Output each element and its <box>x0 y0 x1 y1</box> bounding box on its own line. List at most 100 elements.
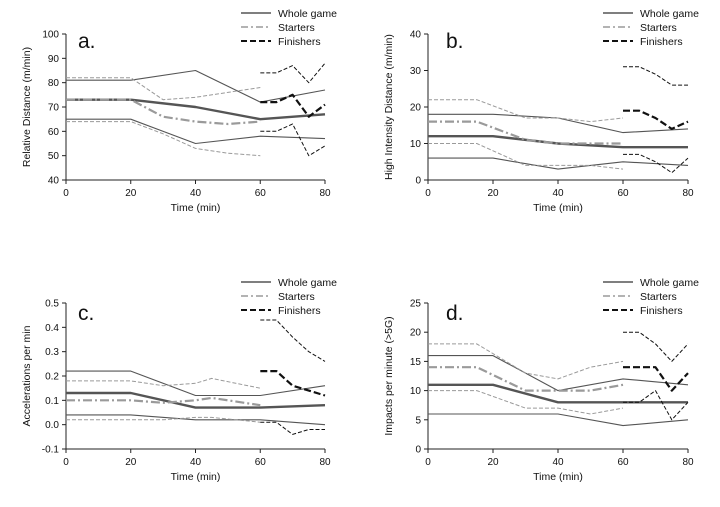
legend-label: Starters <box>640 22 677 34</box>
y-tick-label: 40 <box>410 30 422 41</box>
x-tick-label: 60 <box>255 457 267 468</box>
y-tick-label: 0.5 <box>45 299 59 310</box>
series-line-starters-mean <box>66 396 261 407</box>
series-line-finishers-lower <box>260 123 326 157</box>
y-tick-label: 60 <box>48 127 60 138</box>
series-line-finishers-upper <box>260 62 326 84</box>
series-line-whole-game-lower <box>66 118 326 145</box>
y-tick-label: 0.3 <box>45 347 59 358</box>
x-tick-label: 20 <box>125 188 137 199</box>
series-line-starters-upper <box>428 343 624 380</box>
series-line-starters-lower <box>66 416 261 423</box>
x-tick-label: 0 <box>63 188 69 199</box>
x-axis-label: Time (min) <box>533 471 583 483</box>
series-line-finishers-mean <box>623 109 689 130</box>
y-tick-label: 50 <box>48 151 60 162</box>
x-tick-label: 0 <box>63 457 69 468</box>
x-tick-label: 20 <box>487 188 499 199</box>
y-tick-label: 40 <box>48 176 60 187</box>
panel-letter: d. <box>446 302 464 325</box>
x-tick-label: 80 <box>682 188 694 199</box>
legend-label: Starters <box>278 22 315 34</box>
y-tick-label: 0.2 <box>45 372 59 383</box>
series-line-finishers-mean <box>260 370 326 397</box>
y-tick-label: 80 <box>48 78 60 89</box>
y-tick-label: 15 <box>410 357 422 368</box>
series-line-starters-mean <box>428 366 624 392</box>
y-tick-label: 20 <box>410 328 422 339</box>
legend: Whole game Starters Finishers <box>603 277 699 317</box>
series-line-finishers-upper <box>260 319 326 362</box>
legend-label: Whole game <box>640 277 699 289</box>
legend-label: Finishers <box>640 36 683 48</box>
x-tick-label: 0 <box>425 457 431 468</box>
panel-d: 0 5 10 15 20 25 0 20 40 60 80 Time (min) Impacts per… <box>383 277 699 483</box>
series-line-starters-mean <box>428 120 623 145</box>
y-tick-label: 100 <box>42 30 59 41</box>
legend-label: Starters <box>640 291 677 303</box>
series-line-starters-mean <box>66 98 261 126</box>
y-axis-label: High Intensity Distance (m/min) <box>383 34 395 180</box>
x-axis-label: Time (min) <box>171 471 221 483</box>
x-tick-label: 40 <box>190 457 202 468</box>
series-line-whole-game-lower <box>428 157 689 170</box>
series-line-starters-lower <box>428 390 624 415</box>
panel-letter: b. <box>446 30 464 53</box>
series-line-whole-game-upper <box>428 355 689 392</box>
x-tick-label: 80 <box>682 457 694 468</box>
x-tick-label: 60 <box>617 188 629 199</box>
legend: Whole game Starters Finishers <box>241 8 337 48</box>
series-line-starters-upper <box>66 77 261 101</box>
x-tick-label: 80 <box>319 457 331 468</box>
series-line-finishers-lower <box>623 390 689 421</box>
y-axis-label: Impacts per minute (>5G) <box>383 316 395 435</box>
y-tick-label: 25 <box>410 299 422 310</box>
y-tick-label: 0.1 <box>45 396 59 407</box>
y-tick-label: 30 <box>410 66 422 77</box>
x-tick-label: 40 <box>190 188 202 199</box>
y-axis-label: Relative Distance (m/min) <box>21 47 33 167</box>
panel-b: 0 10 20 30 40 0 20 40 60 80 Time (min) High Intensi… <box>383 8 699 214</box>
y-tick-label: 0.0 <box>45 420 59 431</box>
x-tick-label: 40 <box>552 457 564 468</box>
y-tick-label: 10 <box>410 386 422 397</box>
series-line-whole-game-upper <box>66 370 326 397</box>
legend-label: Finishers <box>278 305 321 317</box>
series-line-whole-game-upper <box>428 113 689 134</box>
series-line-finishers-mean <box>260 93 326 118</box>
x-tick-label: 20 <box>125 457 137 468</box>
series-line-whole-game-mean <box>66 98 326 121</box>
y-tick-label: 5 <box>415 415 421 426</box>
y-tick-label: 90 <box>48 54 60 65</box>
legend-label: Whole game <box>278 8 337 20</box>
series-line-finishers-upper <box>623 66 688 86</box>
panel-letter: c. <box>78 302 94 325</box>
panel-c: -0.1 0.0 0.1 0.2 0.3 0.4 0.5 0 20 40 60 80 Time (min… <box>21 277 337 483</box>
y-tick-label: 0.4 <box>45 323 59 334</box>
legend-label: Whole game <box>278 277 337 289</box>
panel-a: 40 50 60 70 80 90 100 0 20 40 60 80 Time (min) Relati… <box>21 8 337 214</box>
legend: Whole game Starters Finishers <box>241 277 337 317</box>
legend-label: Starters <box>278 291 315 303</box>
series-line-whole-game-mean <box>428 383 688 404</box>
panel-letter: a. <box>78 30 96 53</box>
x-axis-label: Time (min) <box>533 202 583 214</box>
y-tick-label: 10 <box>410 139 422 150</box>
series-line-finishers-lower <box>623 153 689 174</box>
y-tick-label: 70 <box>48 103 60 114</box>
x-tick-label: 40 <box>552 188 564 199</box>
x-tick-label: 60 <box>617 457 629 468</box>
series-line-whole-game-mean <box>66 391 326 409</box>
y-axis-label: Accelerations per min <box>21 325 33 426</box>
legend-label: Whole game <box>640 8 699 20</box>
x-tick-label: 0 <box>425 188 431 199</box>
legend-label: Finishers <box>640 305 683 317</box>
series-line-finishers-mean <box>623 366 689 392</box>
x-axis-label: Time (min) <box>171 202 221 214</box>
x-tick-label: 20 <box>487 457 499 468</box>
y-tick-label: -0.1 <box>42 445 60 456</box>
series-line-whole-game-mean <box>428 134 688 149</box>
y-tick-label: 20 <box>410 103 422 114</box>
y-tick-label: 0 <box>415 176 421 187</box>
